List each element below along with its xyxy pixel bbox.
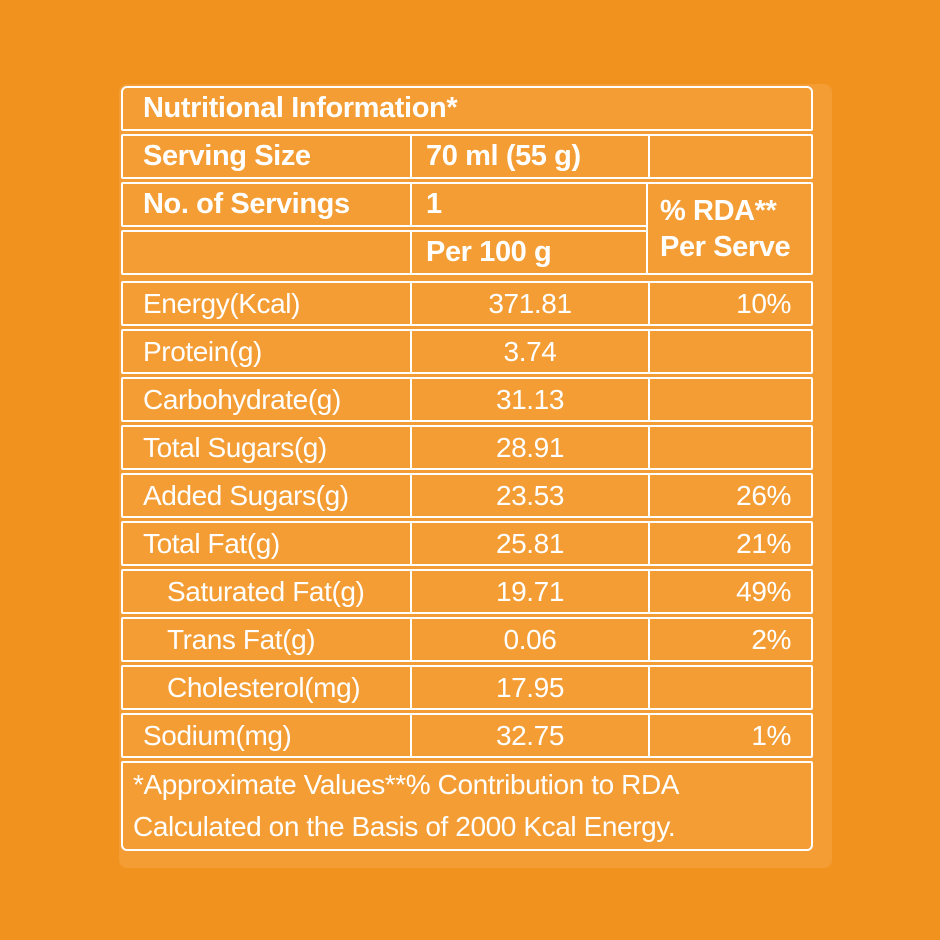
per-100g-header-row: Per 100 g: [121, 230, 648, 275]
table-row-added-sugars: Added Sugars(g) 23.53 26%: [121, 473, 813, 518]
per-100g-value: 19.71: [410, 571, 648, 612]
servings-label: No. of Servings: [143, 188, 350, 220]
table-title-row: Nutritional Information*: [121, 86, 813, 131]
table-row-sodium: Sodium(mg) 32.75 1%: [121, 713, 813, 758]
rda-value: 1%: [648, 715, 811, 756]
nutrient-label: Sodium(mg): [143, 719, 292, 751]
table-row-total-sugars: Total Sugars(g) 28.91: [121, 425, 813, 470]
per-100g-label: Per 100 g: [410, 232, 644, 273]
table-row-trans-fat: Trans Fat(g) 0.06 2%: [121, 617, 813, 662]
rda-value: [648, 427, 811, 468]
rda-value: 10%: [648, 283, 811, 324]
nutrient-label: Total Sugars(g): [143, 431, 327, 463]
per-100g-value: 0.06: [410, 619, 648, 660]
rda-header-line1: % RDA**: [660, 194, 777, 227]
nutrient-label: Carbohydrate(g): [143, 383, 341, 415]
header-group: No. of Servings 1 Per 100 g % RDA** Per …: [121, 182, 813, 278]
table-row-protein: Protein(g) 3.74: [121, 329, 813, 374]
nutrient-label: Added Sugars(g): [143, 479, 349, 511]
table-title: Nutritional Information*: [143, 92, 458, 124]
nutrient-label: Protein(g): [143, 335, 262, 367]
header-group-left: No. of Servings 1 Per 100 g: [121, 182, 648, 278]
nutrition-table: Nutritional Information* Serving Size 70…: [121, 86, 813, 851]
panel-tint: [119, 84, 832, 868]
rda-value: [648, 667, 811, 708]
footnote-row: *Approximate Values**% Contribution to R…: [121, 761, 813, 851]
per-100g-value: 371.81: [410, 283, 648, 324]
nutrient-label: Trans Fat(g): [167, 623, 316, 655]
footnote-line2: Calculated on the Basis of 2000 Kcal Ene…: [133, 811, 676, 842]
rda-value: 2%: [648, 619, 811, 660]
per-100g-value: 3.74: [410, 331, 648, 372]
nutrient-label: Energy(Kcal): [143, 287, 301, 319]
per-100g-value: 25.81: [410, 523, 648, 564]
serving-size-value: 70 ml (55 g): [410, 136, 648, 177]
rda-header-cell: % RDA** Per Serve: [646, 182, 813, 275]
rda-value: 49%: [648, 571, 811, 612]
table-row-total-fat: Total Fat(g) 25.81 21%: [121, 521, 813, 566]
per-100g-empty-cell: [123, 232, 410, 273]
rda-value: 21%: [648, 523, 811, 564]
rda-value: 26%: [648, 475, 811, 516]
serving-size-label: Serving Size: [143, 140, 311, 172]
per-100g-value: 23.53: [410, 475, 648, 516]
nutrient-label: Saturated Fat(g): [167, 575, 365, 607]
table-row-carbohydrate: Carbohydrate(g) 31.13: [121, 377, 813, 422]
per-100g-value: 17.95: [410, 667, 648, 708]
table-row-saturated-fat: Saturated Fat(g) 19.71 49%: [121, 569, 813, 614]
table-row-energy: Energy(Kcal) 371.81 10%: [121, 281, 813, 326]
servings-value: 1: [410, 184, 644, 225]
nutrient-label: Cholesterol(mg): [167, 671, 361, 703]
servings-row: No. of Servings 1: [121, 182, 648, 227]
rda-value: [648, 379, 811, 420]
serving-size-row: Serving Size 70 ml (55 g): [121, 134, 813, 179]
table-row-cholesterol: Cholesterol(mg) 17.95: [121, 665, 813, 710]
per-100g-value: 28.91: [410, 427, 648, 468]
per-100g-value: 32.75: [410, 715, 648, 756]
per-100g-value: 31.13: [410, 379, 648, 420]
footnote-line1: *Approximate Values**% Contribution to R…: [133, 769, 680, 800]
serving-size-rda-empty: [648, 136, 811, 177]
rda-header-line2: Per Serve: [660, 230, 791, 263]
rda-value: [648, 331, 811, 372]
nutrient-label: Total Fat(g): [143, 527, 280, 559]
